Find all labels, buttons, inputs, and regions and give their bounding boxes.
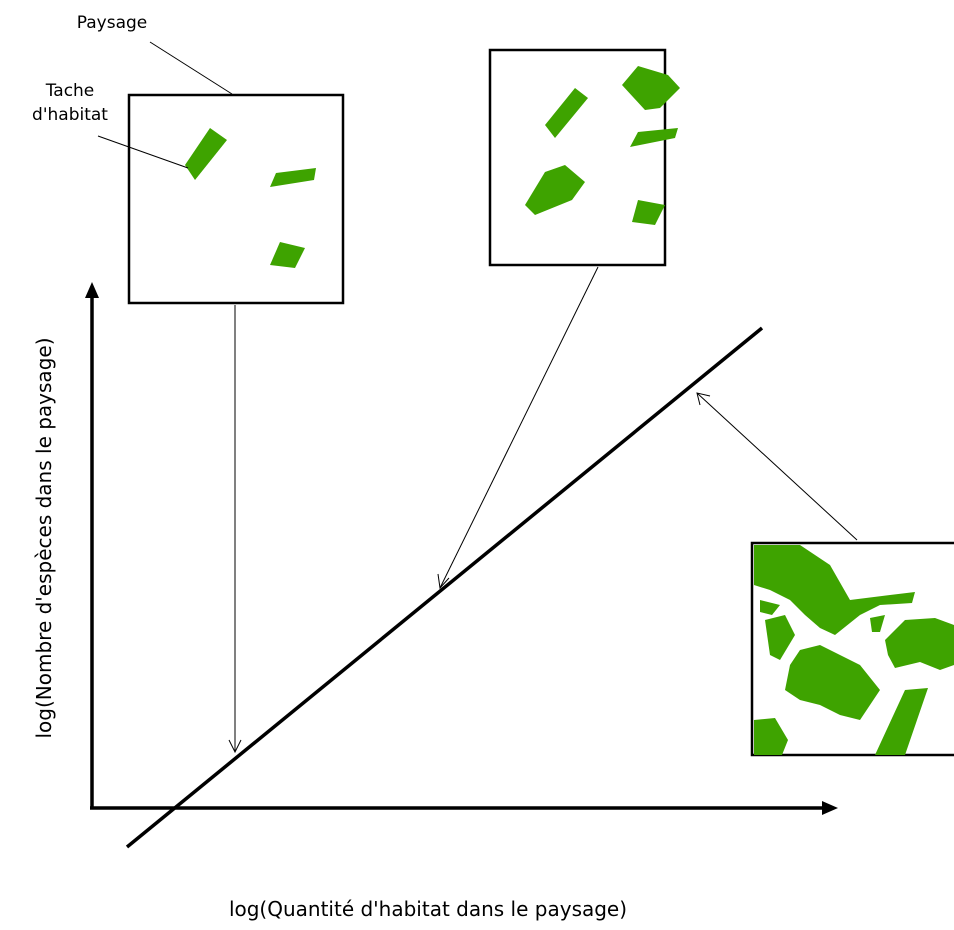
connector-arrow — [228, 739, 242, 754]
connector — [439, 266, 599, 589]
habitat-patch — [545, 88, 588, 138]
landscape-label: Paysage — [77, 13, 148, 33]
leader-line — [149, 41, 233, 95]
connector-arrow — [696, 392, 711, 406]
habitat-patch — [632, 200, 665, 225]
leader-line — [97, 135, 189, 169]
habitat-patch — [754, 545, 915, 635]
trend-line — [125, 326, 764, 849]
habitat-patch — [870, 615, 885, 632]
habitat-patch — [630, 128, 678, 147]
x-axis-label: log(Quantité d'habitat dans le paysage) — [229, 897, 627, 921]
habitat-patch — [885, 618, 954, 670]
habitat-patch — [270, 168, 316, 187]
habitat-patch — [765, 615, 795, 660]
habitat-patch — [760, 600, 780, 615]
patch-label: d'habitat — [32, 105, 108, 125]
habitat-patch — [875, 688, 928, 755]
habitat-patch — [622, 66, 680, 110]
y-axis-arrow — [85, 282, 99, 298]
habitat-patch — [270, 242, 305, 268]
habitat-patch — [185, 128, 227, 180]
patch-label: Tache — [45, 81, 95, 101]
y-axis-label: log(Nombre d'espèces dans le paysage) — [32, 338, 56, 739]
connector — [696, 392, 858, 541]
habitat-patch — [754, 718, 788, 755]
landscape-box — [127, 93, 345, 305]
habitat-patch — [525, 165, 585, 215]
habitat-patch — [785, 645, 880, 720]
connector-arrow — [437, 573, 450, 590]
x-axis-arrow — [822, 801, 838, 815]
